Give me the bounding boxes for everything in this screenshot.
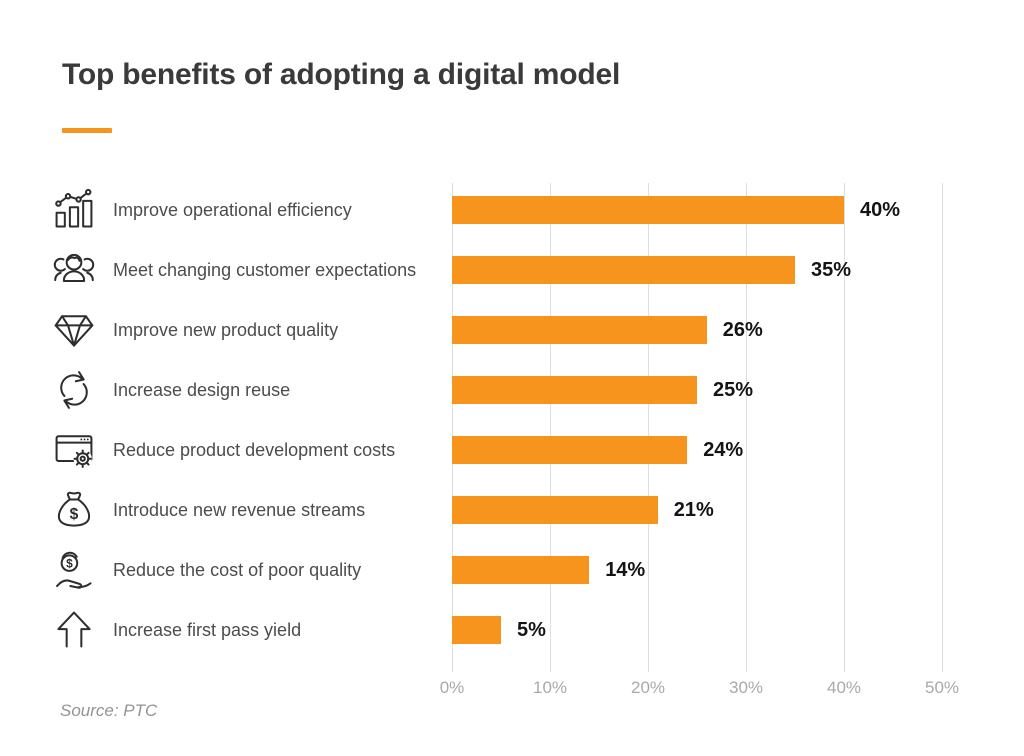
customers-icon (52, 248, 96, 292)
category-row: Reduce product development costs (52, 426, 452, 474)
x-axis-tick-label: 20% (630, 678, 666, 697)
page-title: Top benefits of adopting a digital model (62, 58, 621, 91)
bar (452, 196, 844, 224)
category-label: Introduce new revenue streams (113, 499, 366, 520)
category-label: Improve new product quality (113, 319, 339, 340)
title-accent-bar (62, 128, 112, 133)
bar-value-label: 21% (673, 499, 714, 521)
x-axis-tick-label: 10% (532, 678, 568, 697)
bar-value-label: 14% (605, 559, 646, 581)
bar-value-label: 25% (713, 379, 754, 401)
coin-hand-icon: $ (52, 548, 96, 592)
bar (452, 436, 688, 464)
reuse-icon (52, 368, 96, 412)
bar-value-label: 40% (860, 199, 901, 221)
category-row: Increase first pass yield (52, 606, 452, 654)
bar-chart-plot: 40% 35% 26% 25% 24% 21% 14% 5% (452, 183, 943, 672)
gridline (844, 183, 845, 672)
gridline (942, 183, 943, 672)
growth-chart-icon (52, 188, 96, 232)
category-row: Increase design reuse (52, 366, 452, 414)
bar (452, 616, 501, 644)
category-row: Improve operational efficiency (52, 186, 452, 234)
x-axis: 0% 10% 20% 30% 40% 50% (440, 678, 1012, 702)
arrow-up-icon (52, 608, 96, 652)
category-label: Increase first pass yield (113, 619, 302, 640)
x-axis-tick-label: 30% (728, 678, 764, 697)
category-row: $ Introduce new revenue streams (52, 486, 452, 534)
bar-value-label: 5% (517, 619, 546, 641)
category-row: Meet changing customer expectations (52, 246, 452, 294)
bar-value-label: 26% (722, 319, 763, 341)
diamond-icon (52, 308, 96, 352)
svg-text:$: $ (66, 557, 73, 571)
category-row: $ Reduce the cost of poor quality (52, 546, 452, 594)
source-note: Source: PTC (60, 701, 158, 720)
bar-value-label: 35% (811, 259, 852, 281)
category-label: Meet changing customer expectations (113, 259, 417, 280)
browser-gear-icon (52, 428, 96, 472)
bar (452, 256, 795, 284)
category-label: Reduce product development costs (113, 439, 396, 460)
category-label: Increase design reuse (113, 379, 291, 400)
x-axis-tick-label: 0% (439, 678, 465, 697)
category-label: Improve operational efficiency (113, 199, 352, 220)
x-axis-tick-label: 40% (826, 678, 862, 697)
category-label: Reduce the cost of poor quality (113, 559, 362, 580)
gridline (550, 183, 551, 672)
gridline (648, 183, 649, 672)
category-row: Improve new product quality (52, 306, 452, 354)
gridline (452, 183, 453, 672)
svg-text:$: $ (70, 506, 79, 523)
bar (452, 376, 697, 404)
money-bag-icon: $ (52, 488, 96, 532)
bar-value-label: 24% (703, 439, 744, 461)
bar (452, 316, 707, 344)
bar (452, 556, 590, 584)
x-axis-tick-label: 50% (924, 678, 960, 697)
gridline (746, 183, 747, 672)
bar (452, 496, 658, 524)
